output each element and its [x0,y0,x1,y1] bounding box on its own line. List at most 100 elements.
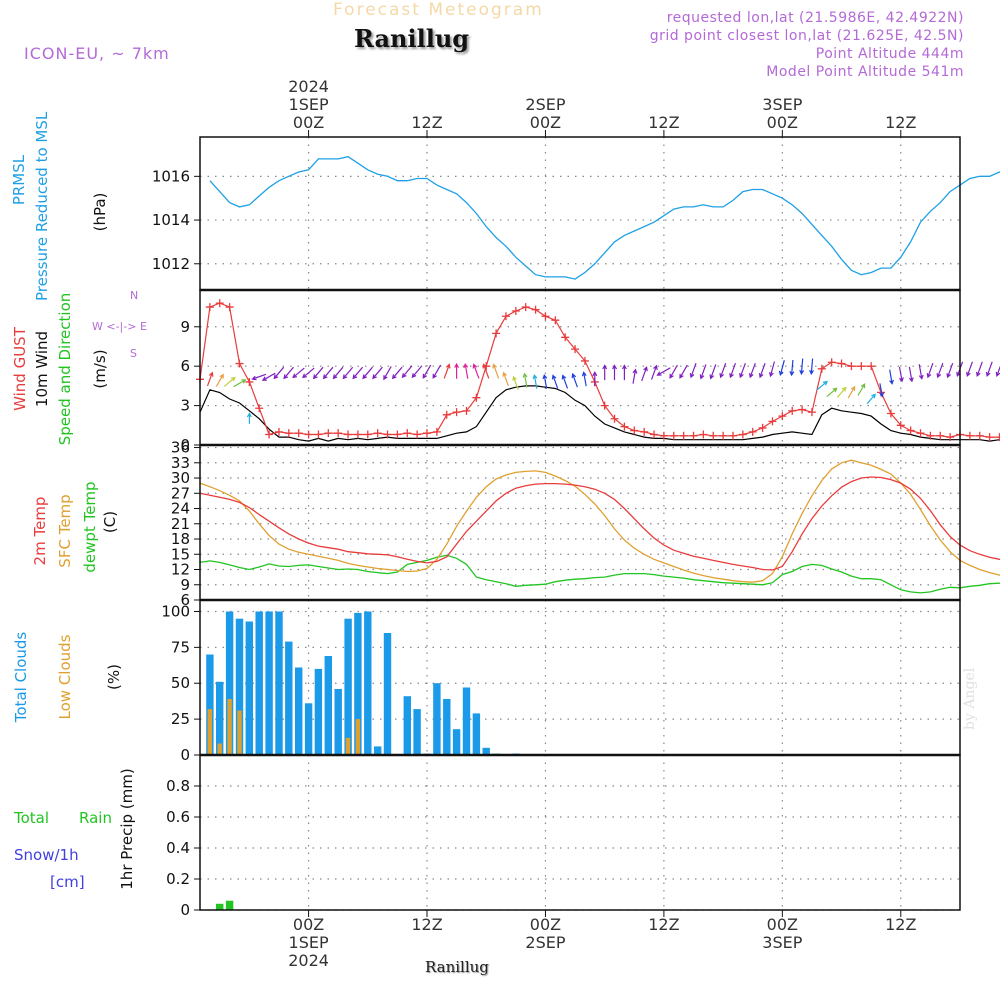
gust-marker [669,431,678,440]
total-cloud-bar [324,656,332,755]
gust-marker [472,393,481,402]
wind-direction-arrow [542,373,548,389]
total-cloud-bar [472,713,481,755]
y-tick-label: 0 [180,436,190,454]
model-name: ICON-EU, ~ 7km [24,44,170,63]
gust-marker [847,362,856,371]
low-cloud-bar [345,737,351,755]
wind-direction-arrow [302,367,315,379]
series-line-wind-gust [199,302,1000,438]
wind-direction-arrow [778,360,785,377]
gust-marker [758,423,767,432]
wind-direction-arrow [739,362,746,379]
gust-marker [442,410,451,419]
wind-direction-arrow [502,371,509,387]
y-tick-label: 0.4 [166,839,190,857]
y-tick-label: 12 [171,561,190,579]
low-cloud-bar [355,719,361,755]
gust-marker [886,409,895,418]
wind-direction-arrow [472,363,480,379]
wind-direction-arrow [422,364,432,379]
y-tick-label: 15 [171,545,190,563]
wind-direction-arrow [206,371,214,387]
time-tick-label-bottom: 12Z [885,915,916,934]
precip-snow-label: Snow/1h [14,846,79,864]
gust-marker [936,431,945,440]
y-tick-label: 25 [171,710,190,728]
total-cloud-bar [383,633,392,755]
gust-marker [807,408,816,417]
year-label-top: 2024 [288,77,329,96]
wind-direction-arrow [292,367,305,379]
y-tick-label: 1016 [152,167,190,185]
gust-marker [837,359,846,368]
total-cloud-bar [265,611,273,755]
wind-direction-arrow [443,363,451,379]
time-tick-label-bottom: 00Z [530,915,561,934]
y-tick-label: 75 [171,638,190,656]
wind-direction-arrow [322,366,334,380]
date-label-bottom: 2SEP [525,933,565,952]
wind-direction-arrow [879,383,885,398]
wind-direction-arrow [401,365,413,379]
total-cloud-bar [482,747,490,755]
total-cloud-bar [314,668,323,755]
wind-direction-arrow [769,361,775,378]
y-tick-label: 0.8 [166,777,190,795]
wind-direction-arrow [985,361,993,377]
wind-direction-arrow [689,362,697,379]
wind-direction-arrow [679,364,688,379]
wind-direction-arrow [454,362,460,379]
series-line-sfc-temp [199,459,1000,583]
time-tick-label-top: 00Z [767,113,798,132]
y-tick-label: 1012 [152,255,190,273]
gust-marker [511,307,520,316]
y-tick-label: 9 [180,576,190,594]
gust-marker [413,430,422,439]
wind-direction-arrow [251,373,267,381]
gust-marker [284,429,293,438]
total-cloud-bar [225,611,234,755]
compass-south: S [130,347,137,360]
wind-direction-arrow [946,362,954,379]
wind-direction-arrow [866,393,876,405]
total-cloud-bar [462,687,471,755]
wind-direction-arrow [816,380,828,391]
wind-direction-arrow [332,366,344,380]
panel-frame [199,444,961,601]
low-cloud-bar [237,710,242,755]
wind-direction-arrow [826,387,838,398]
wind-direction-arrow [918,364,924,380]
gust-marker [650,430,659,439]
gust-marker [867,362,876,371]
y-tick-label: 9 [180,318,190,336]
y-tick-label: 50 [171,674,190,692]
low-cloud-bar [217,743,222,755]
grid-point-location: grid point closest lon,lat (21.625E, 42.… [649,28,964,44]
gust-marker [235,359,244,368]
gust-marker [600,401,609,410]
y-tick-label: 6 [180,357,190,375]
gust-marker [975,431,984,440]
gust-marker [205,303,214,312]
wind-direction-arrow [246,412,252,424]
wind-direction-arrow [669,364,678,379]
time-tick-label-bottom: 12Z [411,915,442,934]
wind-direction-arrow [432,364,442,379]
wind-direction-arrow [926,362,934,379]
date-label-top: 2SEP [525,95,565,114]
gust-marker [580,356,589,365]
wind-direction-arrow [650,364,658,380]
chart-title: Forecast Meteogram [333,0,544,20]
gust-marker [353,430,362,439]
total-cloud-bar [452,729,461,755]
gust-marker [531,305,540,314]
gust-marker [363,430,372,439]
station-name: Ranillug [354,24,470,53]
y-tick-label: 24 [171,500,190,518]
wind-direction-arrow [352,366,364,380]
gust-marker [995,433,1000,442]
gust-marker [462,406,471,415]
time-tick-label-top: 12Z [648,113,679,132]
gust-marker [689,431,698,440]
